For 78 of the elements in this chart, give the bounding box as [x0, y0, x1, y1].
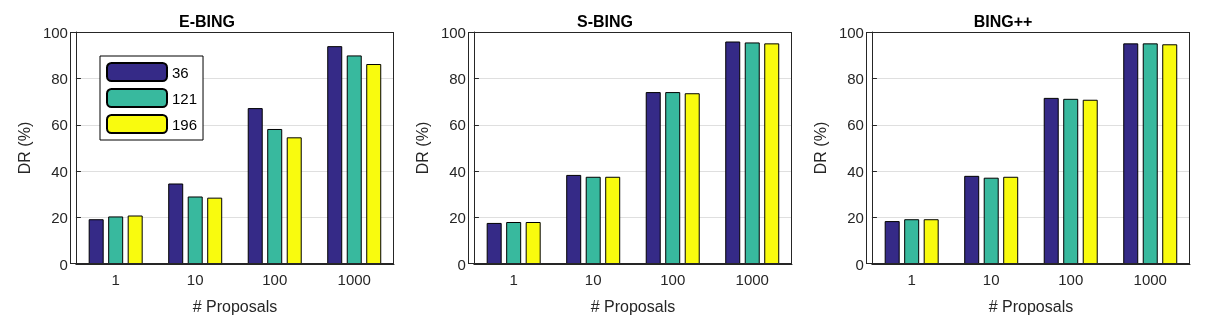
chart-title: BING++: [973, 12, 1033, 30]
y-axis-title: DR (%): [413, 121, 431, 175]
bar: [286, 137, 302, 264]
x-tick-label: 100: [1058, 271, 1084, 288]
y-tick-label: 60: [51, 116, 68, 134]
y-tick-label: 40: [449, 162, 466, 180]
y-tick-label: 20: [449, 209, 466, 227]
y-tick-label: 100: [440, 23, 466, 41]
x-tick-label: 100: [262, 271, 288, 288]
bar: [1063, 98, 1079, 264]
y-tick-label: 100: [838, 23, 864, 41]
y-tick-label: 40: [51, 162, 68, 180]
x-axis-title: # Proposals: [988, 297, 1074, 315]
x-axis-title: # Proposals: [192, 297, 278, 315]
bar: [964, 175, 980, 264]
bar: [267, 128, 283, 264]
legend-label: 196: [172, 115, 198, 133]
bar: [645, 92, 661, 264]
y-tick-label: 100: [42, 23, 68, 41]
x-tick-label: 1000: [337, 271, 371, 288]
bar: [566, 174, 582, 264]
bar: [1003, 176, 1019, 264]
bar: [585, 176, 601, 264]
bar: [764, 43, 780, 264]
bar: [108, 216, 124, 264]
bar: [983, 177, 999, 264]
x-tick-label: 1: [509, 271, 518, 288]
bar: [1142, 43, 1158, 264]
x-tick-label: 1: [111, 271, 120, 288]
bar: [187, 196, 203, 264]
bar: [327, 46, 343, 264]
x-tick-label: 10: [584, 271, 602, 288]
x-tick-label: 100: [660, 271, 686, 288]
bar: [923, 219, 939, 264]
chart-title: E-BING: [179, 12, 235, 30]
x-tick-label: 10: [186, 271, 204, 288]
y-tick-label: 80: [449, 69, 466, 87]
bar: [1043, 97, 1059, 264]
chart-title: S-BING: [577, 12, 633, 30]
y-axis-title: DR (%): [15, 121, 33, 175]
y-tick-label: 80: [51, 69, 68, 87]
y-axis-title: DR (%): [811, 121, 829, 175]
y-tick-label: 0: [59, 255, 68, 273]
bar: [684, 93, 700, 264]
bar: [904, 219, 920, 264]
bar: [605, 176, 621, 264]
bar: [525, 222, 541, 264]
y-tick-label: 20: [847, 209, 864, 227]
bar: [665, 92, 681, 264]
x-tick-label: 1000: [1133, 271, 1167, 288]
y-tick-label: 0: [457, 255, 466, 273]
legend-label: 121: [172, 89, 198, 107]
x-tick-label: 1: [907, 271, 916, 288]
bar: [346, 55, 362, 264]
x-tick-label: 1000: [735, 271, 769, 288]
y-tick-label: 20: [51, 209, 68, 227]
bar: [366, 64, 382, 264]
y-tick-label: 40: [847, 162, 864, 180]
bar: [88, 219, 104, 264]
bar: [884, 221, 900, 264]
bar: [1162, 44, 1178, 264]
y-tick-label: 80: [847, 69, 864, 87]
bar: [486, 222, 502, 264]
bar: [127, 215, 143, 264]
y-tick-label: 60: [449, 116, 466, 134]
bar: [247, 108, 263, 264]
bar: [207, 197, 223, 264]
y-tick-label: 60: [847, 116, 864, 134]
y-tick-label: 0: [855, 255, 864, 273]
x-axis-title: # Proposals: [590, 297, 676, 315]
bar: [506, 222, 522, 264]
bar: [168, 183, 184, 264]
bar: [1123, 43, 1139, 264]
legend-label: 36: [172, 63, 189, 81]
x-tick-label: 10: [982, 271, 1000, 288]
bar: [744, 42, 760, 264]
bar: [1082, 99, 1098, 264]
bar: [725, 41, 741, 264]
